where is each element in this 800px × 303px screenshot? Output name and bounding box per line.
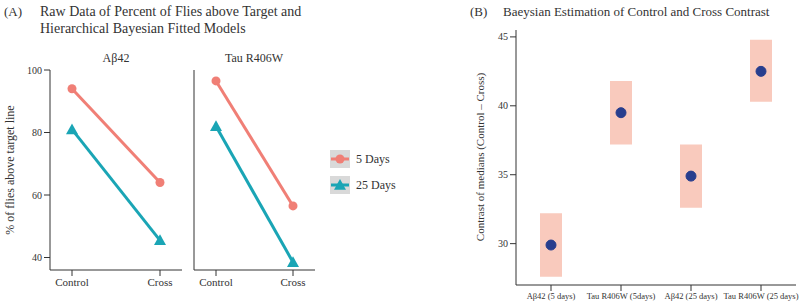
svg-text:% of flies above target line: % of flies above target line xyxy=(8,105,17,234)
svg-text:Aβ42 (25 days): Aβ42 (25 days) xyxy=(665,291,718,301)
svg-text:(A): (A) xyxy=(8,4,22,19)
svg-text:5 Days: 5 Days xyxy=(356,152,390,166)
svg-text:Contrast of medians (Control –: Contrast of medians (Control – Cross) xyxy=(474,72,487,241)
svg-text:Aβ42: Aβ42 xyxy=(103,51,130,65)
svg-text:Control: Control xyxy=(55,276,89,288)
svg-text:45: 45 xyxy=(498,31,508,42)
svg-text:Tau R406W (25 days): Tau R406W (25 days) xyxy=(723,291,792,301)
svg-text:40: 40 xyxy=(32,252,42,263)
svg-text:Cross: Cross xyxy=(147,276,172,288)
svg-text:Raw Data of Percent of Flies a: Raw Data of Percent of Flies above Targe… xyxy=(40,4,301,19)
svg-text:40: 40 xyxy=(498,100,508,111)
svg-text:Aβ42 (5 days): Aβ42 (5 days) xyxy=(527,291,576,301)
svg-text:Tau R406W: Tau R406W xyxy=(225,51,284,65)
svg-text:Hierarchical Bayesian Fitted M: Hierarchical Bayesian Fitted Models xyxy=(40,21,246,36)
svg-text:(B): (B) xyxy=(470,4,487,19)
svg-text:Baeysian Estimation of Control: Baeysian Estimation of Control and Cross… xyxy=(503,4,770,19)
svg-text:Tau R406W (5days): Tau R406W (5days) xyxy=(587,291,656,301)
svg-text:25 Days: 25 Days xyxy=(356,178,396,192)
svg-text:35: 35 xyxy=(498,169,508,180)
svg-text:Cross: Cross xyxy=(280,276,305,288)
svg-text:80: 80 xyxy=(32,127,42,138)
svg-text:60: 60 xyxy=(32,190,42,201)
svg-text:Control: Control xyxy=(199,276,233,288)
svg-text:30: 30 xyxy=(498,238,508,249)
svg-text:100: 100 xyxy=(27,65,42,76)
